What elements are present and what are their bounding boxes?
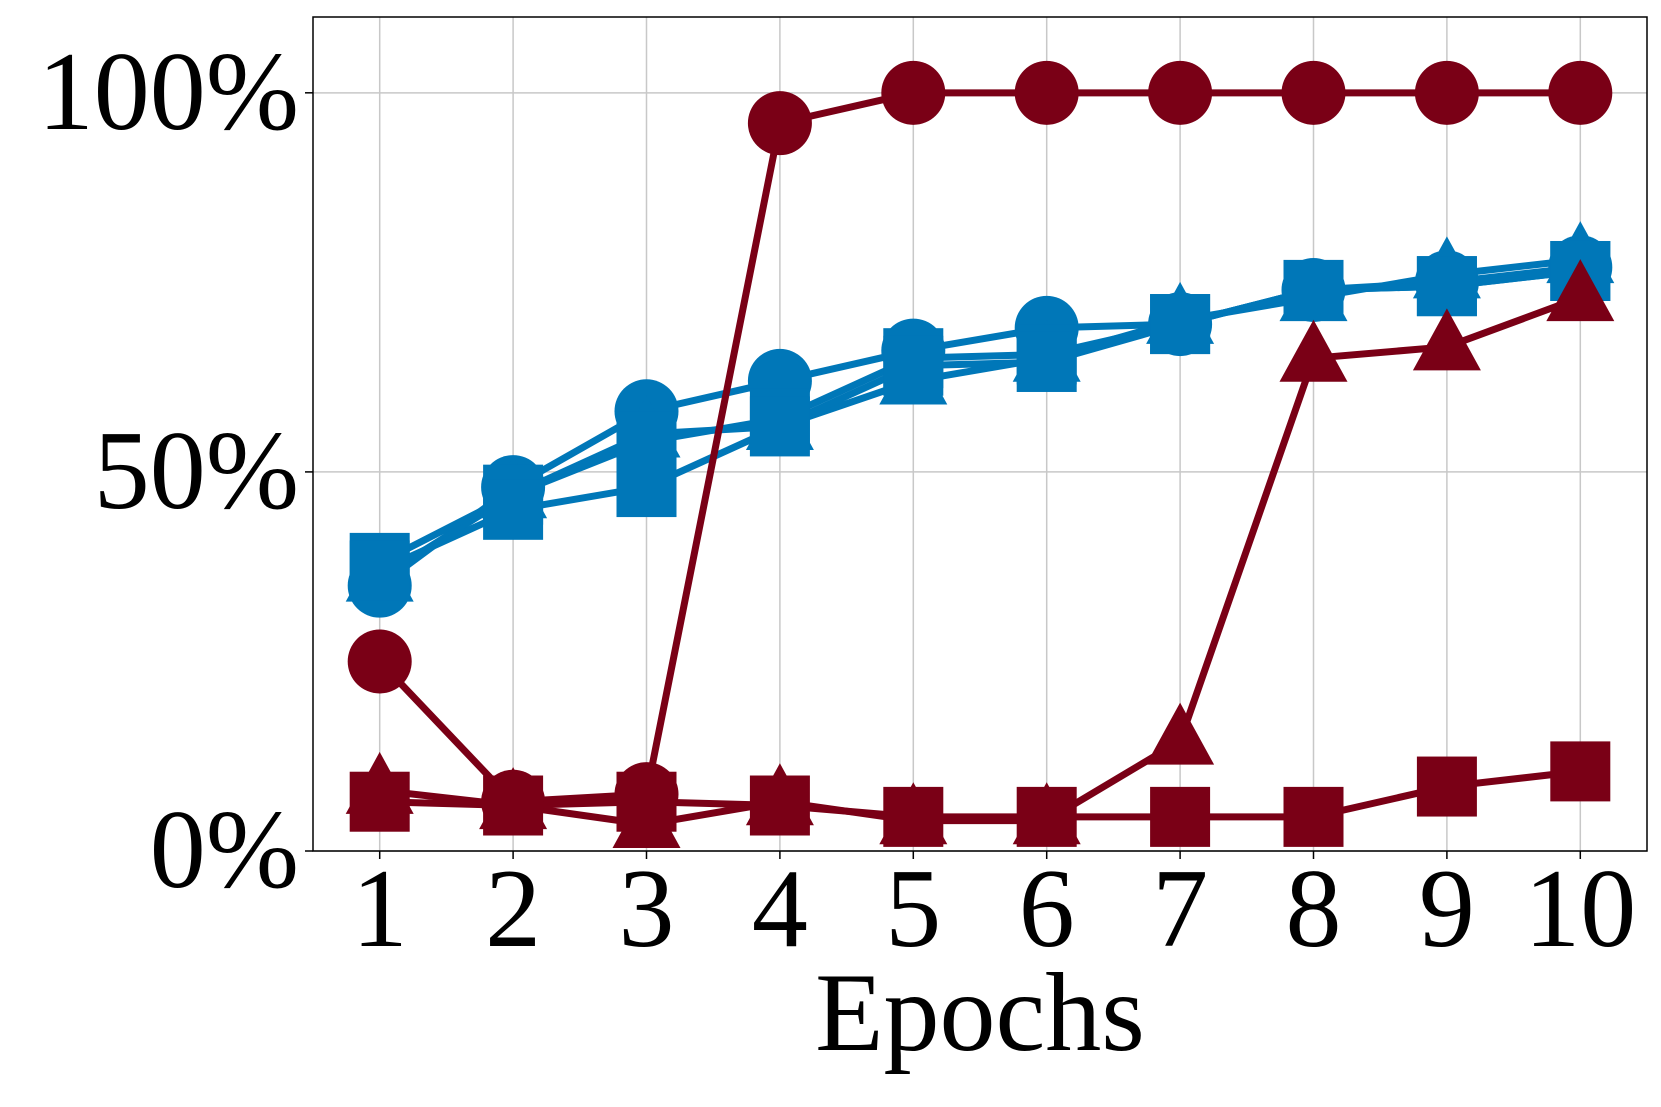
data-point-square xyxy=(1550,741,1611,802)
data-point-square xyxy=(616,457,677,518)
x-axis-label: Epochs xyxy=(815,951,1145,1075)
data-point-square xyxy=(1283,786,1344,847)
series-layer xyxy=(345,60,1615,849)
data-point-square xyxy=(1283,259,1344,320)
series-5 xyxy=(347,60,1613,834)
x-tick-label: 9 xyxy=(1419,847,1475,971)
data-point-square xyxy=(1150,786,1211,847)
y-tick-label: 0% xyxy=(150,788,299,912)
x-tick-label: 4 xyxy=(752,847,808,971)
data-point-square xyxy=(349,771,410,832)
data-point-circle xyxy=(1548,60,1613,125)
data-point-square xyxy=(749,775,810,836)
data-point-circle xyxy=(1148,60,1213,125)
data-point-square xyxy=(349,540,410,601)
series-line xyxy=(377,263,1581,589)
series-line xyxy=(379,767,1581,821)
y-tick-label: 100% xyxy=(38,30,299,154)
data-point-circle xyxy=(1414,60,1479,125)
x-tick-label: 3 xyxy=(619,847,675,971)
x-tick-label: 8 xyxy=(1286,847,1342,971)
data-point-triangle xyxy=(1146,702,1215,765)
series-4 xyxy=(349,240,1611,601)
data-point-square xyxy=(883,786,944,847)
plot-frame xyxy=(312,16,1648,852)
data-point-square xyxy=(616,771,677,832)
data-point-square xyxy=(883,335,944,396)
series-line xyxy=(378,267,1581,574)
data-point-circle xyxy=(747,91,812,156)
data-point-square xyxy=(1016,786,1077,847)
x-tick-label: 7 xyxy=(1152,847,1208,971)
data-point-circle xyxy=(1014,60,1079,125)
x-tick-label: 2 xyxy=(485,847,541,971)
grid xyxy=(313,17,1647,852)
data-point-triangle xyxy=(1279,319,1348,382)
y-tick-label: 50% xyxy=(94,409,299,533)
series-line xyxy=(377,256,1581,582)
data-point-square xyxy=(749,396,810,457)
data-point-square xyxy=(1150,294,1211,355)
x-tick-label: 5 xyxy=(885,847,941,971)
data-point-triangle xyxy=(1546,259,1615,322)
data-point-triangle xyxy=(1412,308,1481,371)
series-line xyxy=(378,267,1581,567)
series-line xyxy=(377,89,1581,806)
series-7 xyxy=(349,741,1611,847)
x-tick-label: 6 xyxy=(1019,847,1075,971)
series-line xyxy=(379,294,1582,828)
data-point-circle xyxy=(881,60,946,125)
tick-labels: 1 2 3 4 5 6 7 8 9 100%50%100% xyxy=(38,30,1637,971)
data-point-square xyxy=(483,775,544,836)
data-point-square xyxy=(483,479,544,540)
data-point-square xyxy=(1416,256,1477,317)
data-point-square xyxy=(1016,331,1077,392)
x-tick-label: 1 xyxy=(352,847,408,971)
data-point-circle xyxy=(1281,60,1346,125)
data-point-circle xyxy=(347,629,412,694)
data-point-square xyxy=(1416,756,1477,817)
x-tick-label: 10 xyxy=(1524,847,1636,971)
